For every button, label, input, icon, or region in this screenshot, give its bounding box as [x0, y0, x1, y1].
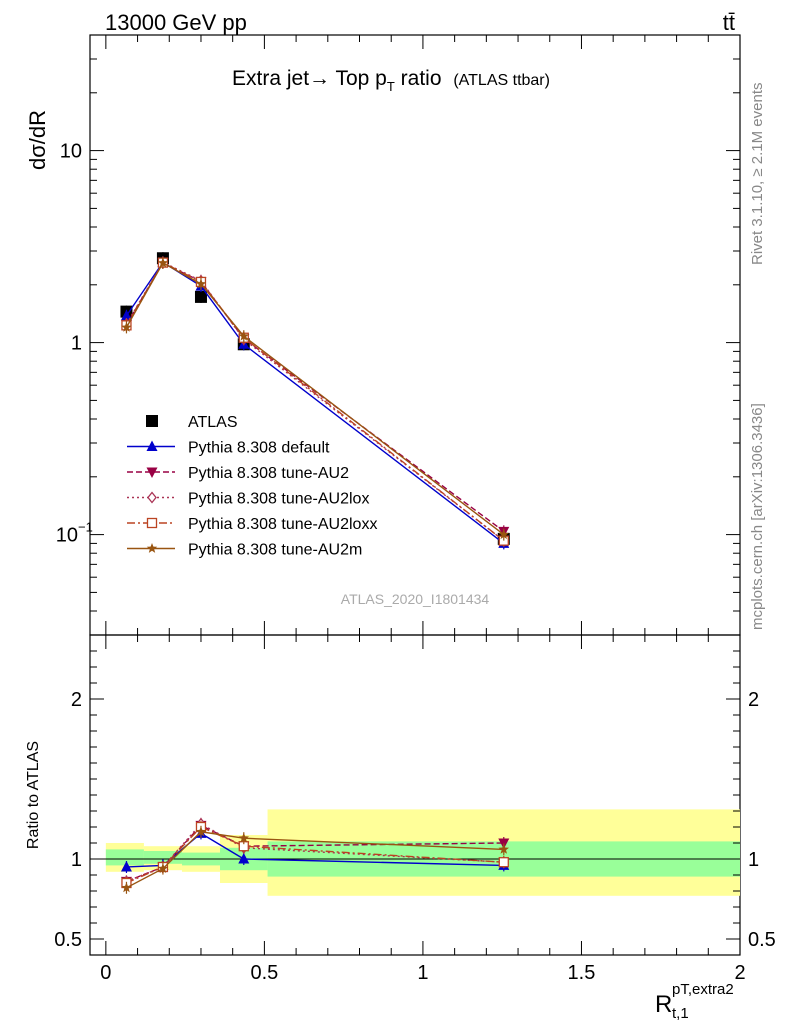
main-point-AU2m — [195, 278, 207, 289]
legend-label-AU2: Pythia 8.308 tune-AU2 — [188, 465, 349, 482]
ratio-point-default — [120, 861, 132, 872]
y-tick-label-ratio: 2 — [71, 689, 82, 711]
y-tick-label-ratio: 0.5 — [54, 929, 82, 951]
legend-marker-default — [146, 440, 158, 451]
main-point-AU2m — [121, 321, 132, 332]
x-label-main: R — [655, 991, 672, 1018]
legend: ATLAS Pythia 8.308 default Pythia 8.308 tu… — [127, 414, 377, 559]
y-tick-label-ratio-right: 2 — [748, 689, 759, 711]
ratio-point-AU2m — [157, 863, 169, 873]
main-point-default — [120, 309, 132, 321]
x-tick-label: 0.5 — [250, 962, 278, 984]
ratio-line-AU2loxx — [126, 826, 504, 884]
ratio-panel-frame — [89, 634, 741, 956]
rivet-version-text: Rivet 3.1.10, ≥ 2.1M events — [749, 83, 766, 266]
legend-marker-data — [146, 415, 158, 427]
x-tick-label: 0 — [100, 962, 111, 984]
main-series — [120, 252, 510, 550]
x-label-subscript: t,1 — [672, 1005, 689, 1022]
x-label-superscript: pT,extra2 — [672, 981, 734, 998]
ratio-point-AU2m — [498, 843, 509, 854]
main-point-AU2m — [157, 257, 169, 268]
x-tick-label: 1.5 — [568, 962, 596, 984]
x-tick-label: 2 — [734, 962, 745, 984]
legend-marker-AU2 — [146, 467, 158, 478]
title-main: Extra jet→ Top p — [232, 67, 387, 90]
mcplots-text: mcplots.cern.ch [arXiv:1306.3436] — [749, 403, 766, 630]
legend-marker-AU2m — [146, 543, 158, 553]
ratio-series — [120, 817, 510, 894]
y-tick-exponent: −1 — [78, 520, 93, 535]
chart-title: Extra jet→ Top pT ratio (ATLAS ttbar) — [232, 67, 550, 94]
main-point-data — [194, 290, 207, 303]
ratio-point-AU2loxx — [498, 857, 509, 868]
main-point-AU2m — [238, 330, 249, 341]
y-tick-label-main: 1 — [71, 333, 82, 355]
band-inner-1 — [143, 851, 182, 864]
y-tick-label-ratio-right: 0.5 — [748, 929, 776, 951]
y-tick-label-ratio-right: 1 — [748, 849, 759, 871]
header-right: tt̄ — [723, 10, 735, 35]
band-inner-0 — [105, 849, 144, 866]
main-series-AU2m — [121, 256, 509, 541]
legend-marker-AU2loxx — [146, 517, 158, 529]
y-tick-label-ratio: 1 — [71, 849, 82, 871]
title-small: (ATLAS ttbar) — [453, 72, 550, 89]
legend-label-AU2m: Pythia 8.308 tune-AU2m — [188, 542, 362, 559]
title-tail: ratio — [395, 67, 442, 90]
x-tick-label: 1 — [417, 962, 428, 984]
y-tick-label-main: 10 — [60, 141, 82, 163]
y-axis-label-main: dσ/dR — [25, 110, 50, 170]
ratio-point-AU2m — [195, 826, 207, 837]
legend-marker-AU2lox — [147, 491, 157, 504]
legend-label-AU2lox: Pythia 8.308 tune-AU2lox — [188, 491, 369, 508]
analysis-watermark: ATLAS_2020_I1801434 — [341, 591, 490, 607]
legend-label-data: ATLAS — [188, 414, 238, 431]
legend-label-AU2loxx: Pythia 8.308 tune-AU2loxx — [188, 516, 377, 533]
legend-label-default: Pythia 8.308 default — [188, 440, 330, 457]
ratio-series-AU2m — [121, 825, 509, 894]
y-tick-label-main: 10 — [56, 525, 78, 547]
title-subscript: T — [387, 79, 395, 94]
header-left: 13000 GeV pp — [105, 10, 247, 35]
y-axis-label-ratio: Ratio to ATLAS — [25, 741, 42, 849]
main-line-AU2lox — [125, 261, 505, 542]
ratio-point-default — [238, 853, 250, 864]
ratio-point-AU2m — [121, 882, 132, 893]
x-axis-label: R — [655, 991, 672, 1018]
ratio-point-AU2m — [238, 832, 249, 843]
main-point-AU2m — [498, 529, 509, 540]
